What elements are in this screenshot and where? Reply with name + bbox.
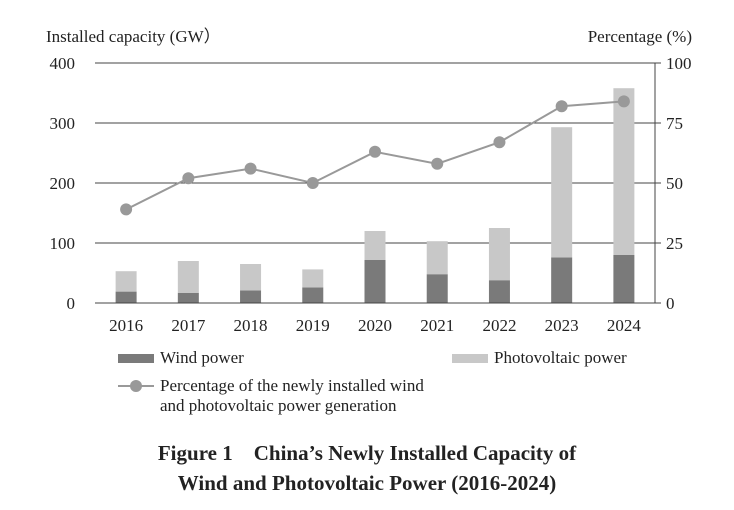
legend-percentage-label-1: Percentage of the newly installed wind [160,376,424,395]
bar-wind [302,287,324,303]
y-right-tick-label: 100 [666,54,692,73]
y-left-tick-label: 400 [50,54,76,73]
bar-wind [426,274,448,303]
bar-photovoltaic [613,88,635,255]
caption-line-1: Figure 1 China’s Newly Installed Capacit… [0,438,734,468]
bar-wind [551,257,573,303]
y-left-tick-label: 300 [50,114,76,133]
legend-percentage-dot [130,380,142,392]
percentage-point [617,95,630,108]
x-tick-label: 2018 [234,316,268,335]
percentage-point [244,162,257,175]
y-left-tick-label: 0 [67,294,76,313]
percentage-point [555,100,568,113]
bar-wind [115,291,137,303]
y-right-tick-label: 25 [666,234,683,253]
bar-photovoltaic [426,241,448,275]
legend-wind-label: Wind power [160,348,244,367]
percentage-point [493,136,506,149]
x-tick-label: 2017 [171,316,206,335]
x-tick-label: 2020 [358,316,392,335]
bar-photovoltaic [302,269,324,288]
y-axis-right-title: Percentage (%) [588,27,692,46]
chart-plot: Installed capacity (GW） Percentage (%) 0 10… [46,27,692,335]
bar-wind [364,259,386,303]
bar-wind [240,290,262,303]
x-tick-label: 2021 [420,316,454,335]
legend-percentage: Percentage of the newly installed wind a… [118,376,518,420]
y-right-tick-label: 0 [666,294,675,313]
percentage-point [182,172,195,185]
bar-wind [488,280,510,303]
percentage-point [369,145,381,158]
legend-pv-swatch [452,354,488,363]
bar-wind [177,292,199,303]
percentage-point [306,177,319,189]
caption-figure-label: Figure 1 [157,441,233,465]
legend-pv-label: Photovoltaic power [494,348,627,367]
legend-percentage-label-2: and photovoltaic power generation [160,396,397,415]
x-tick-label: 2024 [607,316,642,335]
y-right-tick-label: 50 [666,174,683,193]
y-axis-left-title: Installed capacity (GW） [46,27,221,46]
caption-title-line-1: China’s Newly Installed Capacity of [253,441,577,465]
figure-caption: Figure 1 China’s Newly Installed Capacit… [0,438,734,498]
x-tick-label: 2016 [109,316,143,335]
percentage-point [120,203,133,216]
y-left-tick-label: 100 [50,234,76,253]
bar-photovoltaic [488,228,510,281]
x-tick-label: 2023 [545,316,579,335]
bar-photovoltaic [115,271,137,292]
bar-photovoltaic [240,264,262,291]
caption-title-line-2: Wind and Photovoltaic Power (2016-2024) [177,471,557,495]
bar-photovoltaic [551,127,573,258]
y-right-tick-label: 75 [666,114,683,133]
legend-wind-swatch [118,354,154,363]
bar-photovoltaic [364,231,386,260]
percentage-point [431,157,444,170]
bar-wind [613,255,635,303]
x-tick-label: 2022 [482,316,516,335]
y-left-tick-label: 200 [50,174,76,193]
x-tick-label: 2019 [296,316,330,335]
bar-photovoltaic [177,261,199,293]
